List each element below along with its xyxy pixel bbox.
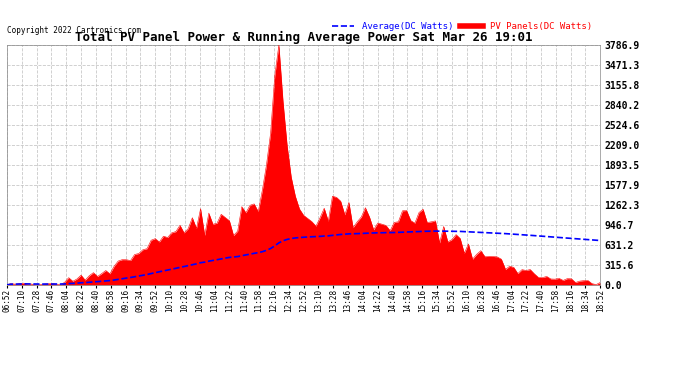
Legend: Average(DC Watts), PV Panels(DC Watts): Average(DC Watts), PV Panels(DC Watts)	[328, 18, 595, 34]
Text: Copyright 2022 Cartronics.com: Copyright 2022 Cartronics.com	[7, 26, 141, 35]
Title: Total PV Panel Power & Running Average Power Sat Mar 26 19:01: Total PV Panel Power & Running Average P…	[75, 31, 533, 44]
